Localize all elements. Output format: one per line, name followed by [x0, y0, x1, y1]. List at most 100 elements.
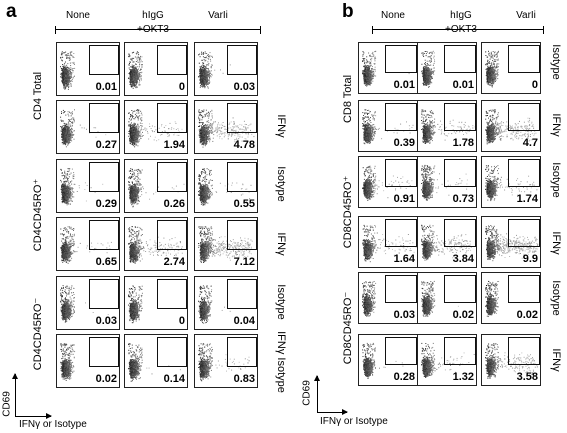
event-dot [139, 129, 141, 131]
event-dot [69, 125, 71, 127]
event-dot [63, 128, 64, 130]
event-dot [129, 76, 131, 78]
event-dot [203, 69, 205, 71]
event-dot [133, 71, 135, 73]
event-dot [212, 137, 214, 139]
event-dot [62, 74, 64, 76]
event-dot [135, 84, 137, 86]
event-dot [139, 79, 140, 81]
event-dot [64, 142, 66, 143]
event-dot [68, 141, 70, 142]
event-dot [221, 130, 223, 132]
event-dot [207, 124, 209, 126]
event-dot [137, 66, 139, 68]
event-dot [63, 137, 65, 139]
event-dot [71, 137, 73, 138]
event-dot [206, 82, 208, 84]
event-dot [140, 55, 141, 57]
event-dot [208, 82, 210, 84]
event-dot [199, 118, 201, 120]
event-dot [202, 73, 204, 75]
event-dot [129, 140, 131, 142]
event-dot [138, 77, 140, 79]
event-dot [67, 134, 69, 135]
event-dot [228, 134, 230, 136]
event-dot [135, 126, 137, 128]
event-dot [68, 132, 69, 134]
event-dot [70, 69, 71, 71]
event-dot [199, 86, 201, 88]
event-dot [135, 133, 137, 135]
event-dot [69, 72, 71, 73]
event-dot [204, 87, 206, 89]
event-dot [134, 68, 136, 70]
event-dot [203, 77, 205, 79]
event-dot [206, 70, 208, 72]
event-dot [61, 78, 63, 79]
scatter-plot [60, 109, 107, 148]
event-dot [69, 132, 71, 133]
event-dot [133, 123, 135, 125]
event-dot [206, 113, 208, 115]
event-dot [154, 126, 156, 128]
event-dot [66, 132, 68, 134]
event-dot [131, 70, 133, 72]
event-dot [129, 73, 131, 75]
event-dot [138, 61, 140, 63]
event-dot [207, 86, 209, 88]
event-dot [204, 52, 206, 54]
event-dot [70, 76, 72, 78]
event-dot [61, 68, 63, 70]
event-dot [62, 68, 64, 70]
event-dot [73, 62, 75, 64]
event-dot [132, 81, 134, 83]
event-dot [63, 68, 65, 70]
event-dot [136, 56, 138, 58]
event-dot [63, 77, 65, 78]
event-dot [68, 67, 70, 69]
event-dot [131, 69, 133, 71]
event-dot [69, 139, 71, 141]
event-dot [207, 64, 208, 66]
event-dot [244, 126, 246, 128]
event-dot [205, 80, 207, 82]
event-dot [61, 81, 63, 83]
event-dot [203, 74, 205, 76]
event-dot [201, 76, 203, 78]
event-dot [128, 64, 130, 66]
event-dot [65, 76, 67, 78]
event-dot [206, 73, 207, 75]
event-dot [167, 132, 169, 134]
event-dot [205, 68, 207, 69]
event-dot [63, 65, 65, 67]
event-dot [133, 133, 135, 135]
event-dot [167, 136, 169, 137]
event-dot [71, 129, 73, 131]
event-dot [131, 70, 133, 71]
event-dot [137, 145, 139, 147]
event-dot [65, 126, 67, 128]
event-dot [69, 56, 71, 58]
gate-box [227, 45, 257, 75]
event-dot [70, 115, 72, 117]
event-dot [141, 135, 143, 137]
event-dot [204, 79, 206, 81]
group-label-cd4-total: CD4 Total [32, 72, 44, 120]
event-dot [70, 135, 72, 137]
event-dot [207, 75, 208, 77]
event-dot [202, 85, 204, 87]
event-dot [65, 71, 67, 73]
event-dot [200, 80, 201, 82]
column-header-varli-a: VarIi [188, 10, 248, 21]
event-dot [69, 134, 71, 136]
event-dot [204, 71, 206, 73]
event-dot [201, 126, 203, 128]
event-dot [136, 53, 138, 55]
event-dot [63, 66, 65, 68]
event-dot [132, 129, 134, 130]
event-dot [132, 141, 134, 143]
event-dot [207, 141, 208, 143]
event-dot [206, 140, 207, 142]
event-dot [65, 78, 67, 80]
event-dot [69, 55, 71, 56]
